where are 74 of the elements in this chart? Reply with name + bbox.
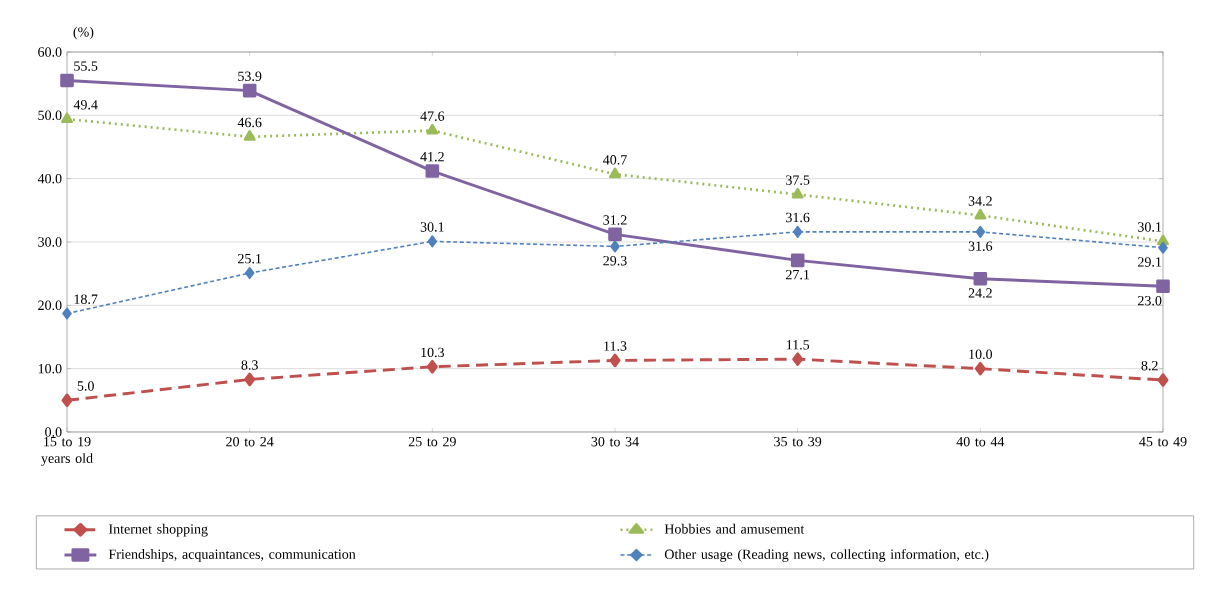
x-tick-label: 45 to 49	[1139, 436, 1187, 447]
data-label: 49.4	[73, 100, 98, 110]
data-label: 23.0	[1138, 295, 1162, 306]
data-label: 31.6	[968, 241, 993, 251]
data-label: 8.3	[241, 360, 258, 370]
point	[790, 253, 805, 268]
data-label: 31.2	[603, 215, 627, 225]
point	[973, 271, 988, 286]
data-label: 29.3	[603, 256, 627, 266]
y-tick-label: 0.0	[45, 427, 62, 437]
data-label: 53.9	[238, 71, 262, 82]
point	[1157, 373, 1169, 387]
data-label: 55.5	[74, 61, 98, 71]
y-tick-label: 30.0	[38, 237, 62, 247]
data-label: 8.2	[1141, 360, 1158, 371]
x-tick-label: 25 to 29	[408, 436, 456, 447]
data-label: 18.7	[74, 294, 98, 304]
data-label: 10.0	[969, 349, 993, 360]
data-label: 46.6	[237, 117, 262, 128]
point	[609, 167, 621, 179]
x-tick-label: 20 to 24	[226, 436, 274, 447]
data-label: 11.5	[786, 340, 810, 350]
point	[792, 352, 804, 366]
data-label: 34.2	[968, 196, 992, 206]
y-axis-title: (%)	[73, 26, 94, 40]
point	[244, 372, 256, 387]
point	[61, 393, 73, 408]
point	[608, 227, 622, 242]
y-tick-label: 10.0	[38, 363, 62, 374]
data-label: 25.1	[238, 253, 262, 264]
data-label: 10.3	[421, 347, 445, 358]
point	[60, 73, 74, 88]
point	[425, 164, 440, 178]
point	[427, 235, 438, 248]
point	[61, 112, 73, 124]
data-label: 29.1	[1138, 257, 1162, 267]
data-label: 24.2	[968, 288, 992, 298]
point	[426, 359, 438, 374]
data-label: 30.1	[1138, 222, 1162, 232]
legend-label: Friendships, acquaintances, communication	[108, 549, 356, 562]
y-tick-label: 50.0	[38, 110, 62, 121]
point	[243, 130, 256, 141]
data-label: 37.5	[786, 175, 810, 185]
data-label: 31.6	[786, 212, 810, 223]
data-label: 30.1	[420, 222, 444, 232]
data-label: 11.3	[604, 341, 627, 351]
x-tick-label: 35 to 39	[774, 436, 822, 447]
point	[974, 208, 987, 220]
x-tick-label: 40 to 44	[956, 436, 1005, 447]
point	[244, 266, 255, 280]
point	[974, 361, 986, 376]
point	[792, 225, 803, 238]
legend-label: Other usage (Reading news, collecting information, etc.)	[664, 549, 989, 562]
x-tick-label: 30 to 34	[591, 436, 639, 447]
point	[1156, 279, 1170, 294]
y-tick-label: 40.0	[37, 173, 62, 184]
point	[62, 307, 72, 320]
data-label: 40.7	[603, 155, 627, 165]
point	[242, 83, 257, 98]
point	[609, 353, 621, 368]
legend-label: Hobbies and amusement	[664, 523, 805, 534]
data-label: 27.1	[786, 269, 810, 280]
legend-label: Internet shopping	[108, 523, 208, 537]
data-label: 5.0	[77, 381, 94, 391]
y-tick-label: 60.0	[38, 47, 62, 57]
point	[975, 225, 986, 238]
y-tick-label: 20.0	[38, 300, 62, 311]
point	[426, 123, 439, 135]
data-label: 47.6	[420, 111, 445, 121]
point	[610, 240, 620, 253]
point	[1158, 241, 1168, 254]
point	[791, 187, 804, 199]
x-tick-label: 15 to 19 years old	[41, 436, 93, 466]
data-label: 41.2	[420, 152, 444, 162]
